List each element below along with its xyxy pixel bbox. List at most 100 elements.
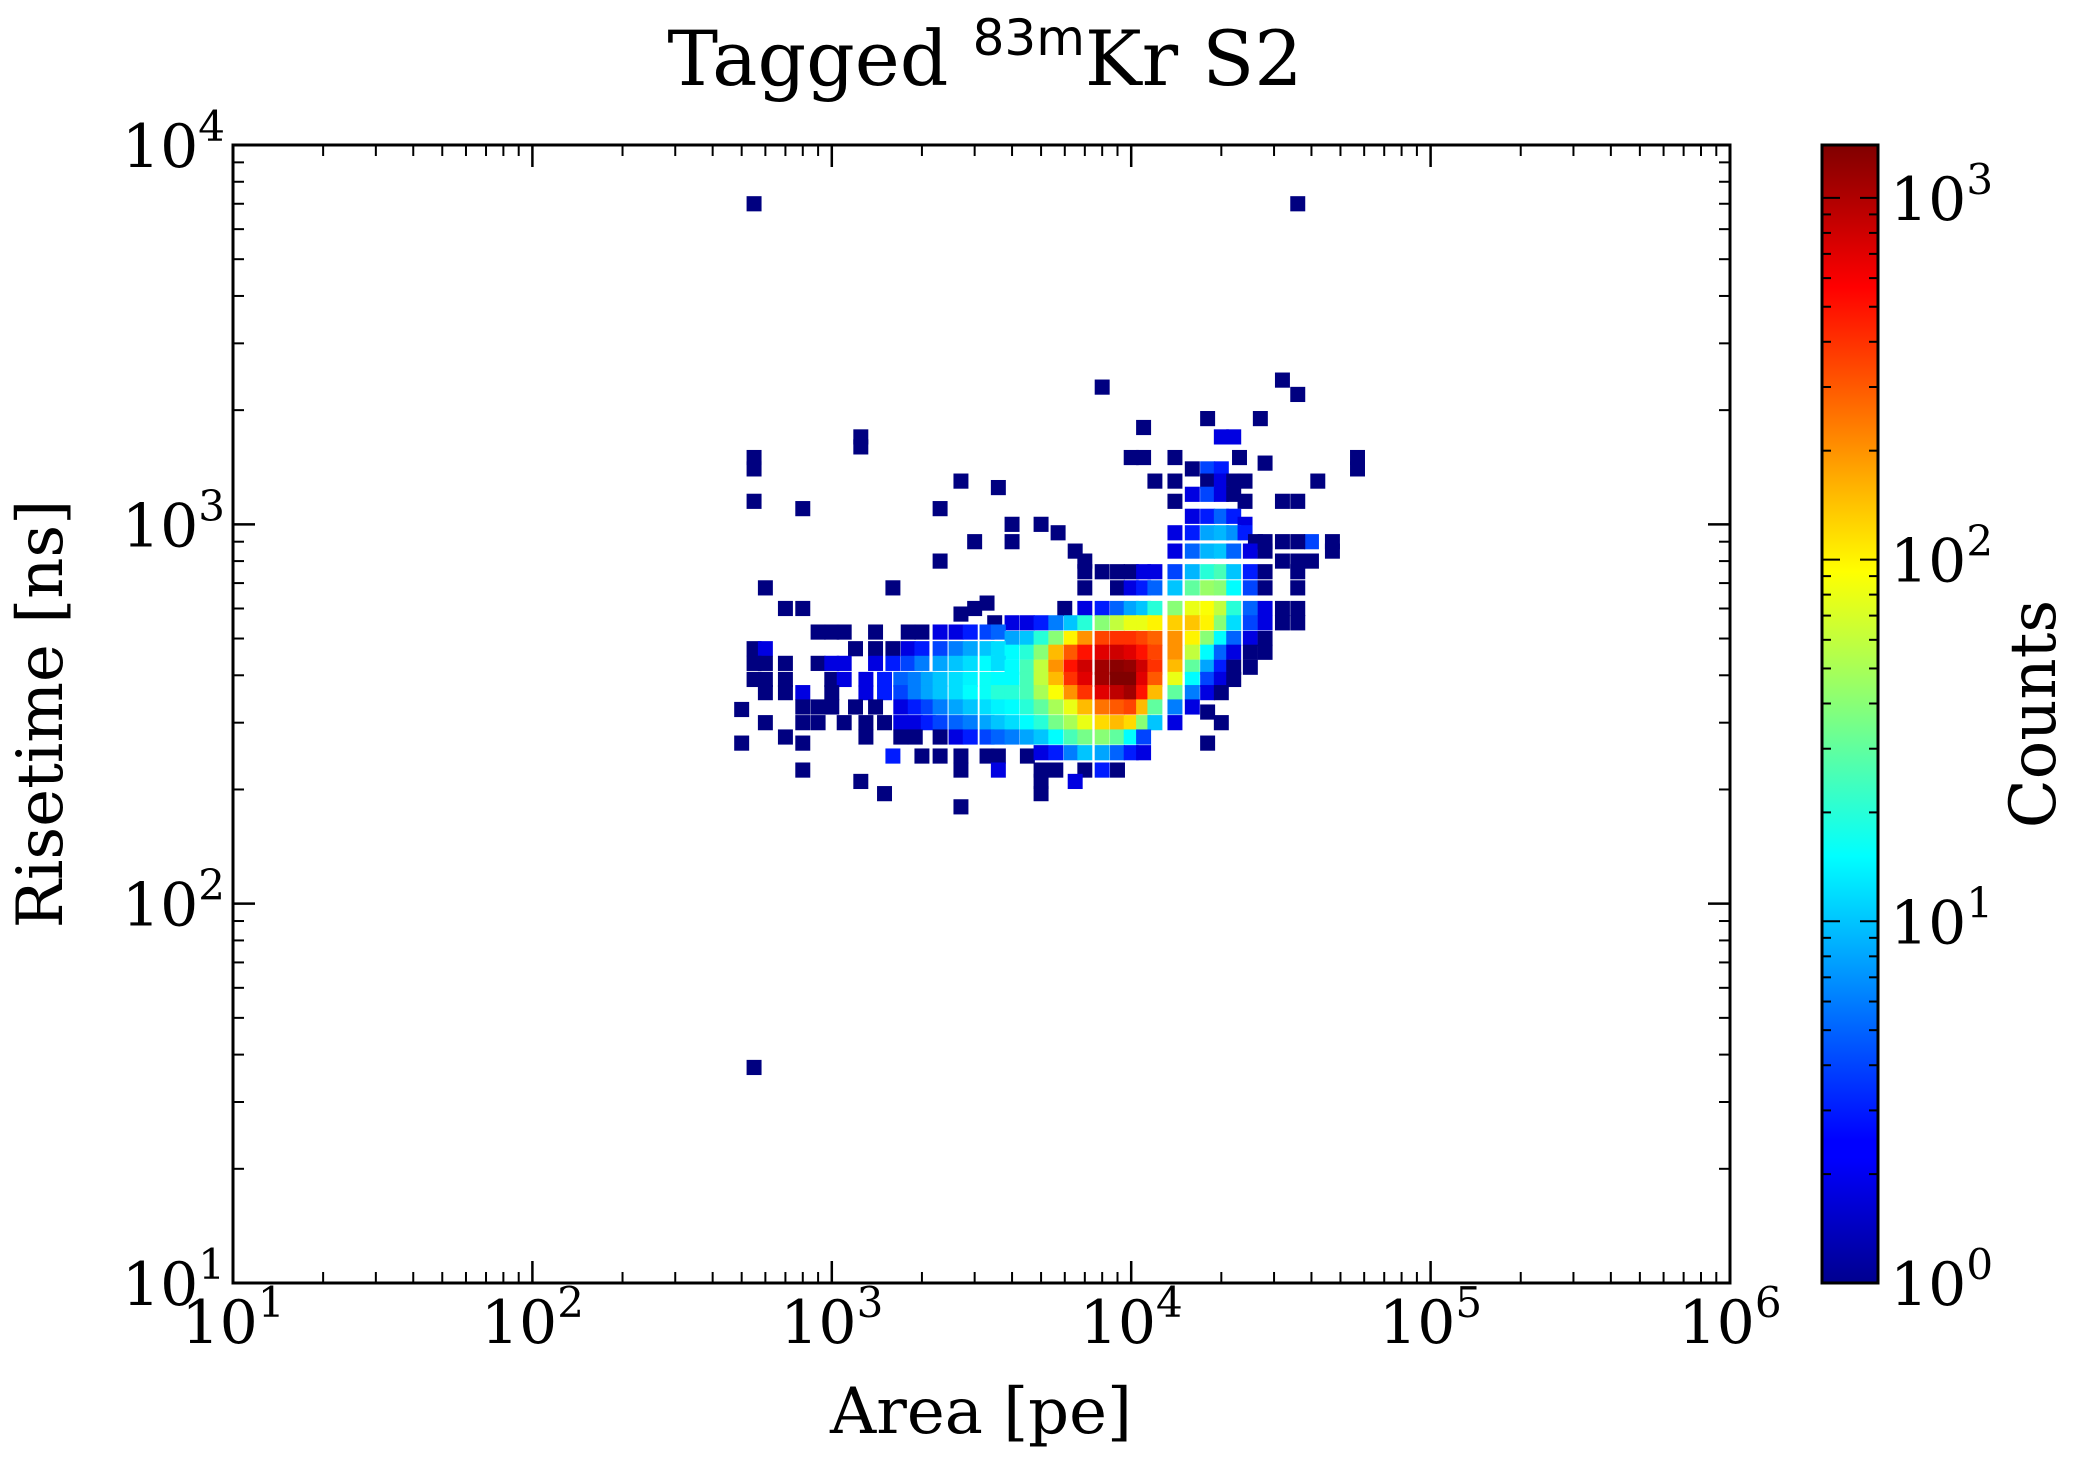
heatmap-bin	[1063, 685, 1079, 701]
heatmap-bin	[1033, 659, 1049, 675]
heatmap-bin	[746, 1059, 762, 1076]
heatmap-bin	[990, 715, 1006, 731]
heatmap-bin	[848, 641, 863, 657]
heatmap-bin	[907, 729, 923, 745]
heatmap-bin	[1123, 659, 1139, 675]
heatmap-bin	[1110, 729, 1125, 745]
heatmap-bin	[1094, 644, 1110, 660]
heatmap-bin	[1167, 630, 1183, 647]
heatmap-bins	[734, 196, 1365, 1076]
heatmap-bin	[1094, 745, 1110, 761]
heatmap-bin	[1147, 630, 1163, 647]
heatmap-bin	[1274, 615, 1290, 631]
heatmap-bin	[948, 655, 964, 671]
heatmap-bin	[1147, 615, 1163, 631]
heatmap-bin	[1167, 525, 1183, 541]
heatmap-bin	[1184, 659, 1200, 675]
heatmap-bin	[990, 685, 1006, 701]
heatmap-bin	[1004, 699, 1020, 715]
heatmap-bin	[1200, 659, 1216, 675]
heatmap-bin	[1123, 600, 1139, 617]
heatmap-bin	[1226, 564, 1242, 580]
heatmap-bin	[1257, 564, 1273, 580]
heatmap-bin	[1213, 580, 1229, 596]
heatmap-bin	[1048, 715, 1064, 731]
heatmap-bin	[777, 729, 793, 745]
heatmap-bin	[1004, 715, 1020, 731]
heatmap-bin	[885, 641, 901, 657]
heatmap-bin	[1226, 659, 1242, 675]
heatmap-bin	[1063, 615, 1079, 631]
heatmap-bin	[1226, 543, 1242, 559]
heatmap-bin	[1147, 644, 1163, 660]
heatmap-bin	[1167, 715, 1183, 731]
heatmap-bin	[1123, 580, 1139, 596]
heatmap-bin	[990, 671, 1006, 688]
heatmap-bin	[1136, 699, 1152, 715]
heatmap-bin	[1147, 671, 1163, 688]
heatmap-bin	[990, 624, 1006, 640]
heatmap-bin	[1094, 729, 1110, 745]
heatmap-bin	[1063, 671, 1079, 688]
heatmap-bin	[962, 685, 978, 701]
heatmap-bin	[1226, 644, 1242, 660]
heatmap-bin	[795, 699, 811, 715]
heatmap-bin	[1123, 630, 1139, 647]
heatmap-bin	[1110, 644, 1125, 660]
x-tick-labels: 101 102 103 104 105 106	[181, 1278, 1781, 1358]
heatmap-bin	[1167, 699, 1183, 715]
heatmap-bin	[1147, 715, 1163, 731]
heatmap-bin	[1200, 600, 1216, 617]
heatmap-bin	[1167, 473, 1183, 489]
heatmap-bin	[948, 699, 964, 715]
heatmap-bin	[953, 762, 969, 778]
heatmap-bin	[990, 748, 1006, 764]
heatmap-bin	[746, 655, 762, 671]
heatmap-bin	[1147, 659, 1163, 675]
y-tick-label: 101	[122, 1240, 225, 1320]
heatmap-bin	[1200, 580, 1216, 596]
heatmap-bin	[1290, 386, 1306, 403]
heatmap-bin	[1004, 516, 1020, 532]
heatmap-bin	[1167, 449, 1183, 466]
heatmap-bin	[1184, 564, 1200, 580]
heatmap-bin	[1110, 762, 1125, 778]
colorbar-ticks: 100 101 102 103	[1822, 155, 1993, 1320]
heatmap-bin	[1226, 429, 1242, 445]
heatmap-bin	[1200, 473, 1216, 489]
heatmap-bin	[1290, 493, 1306, 509]
heatmap-bin	[858, 715, 874, 731]
heatmap-bin	[1110, 745, 1125, 761]
heatmap-bin	[1213, 715, 1229, 731]
heatmap-bin	[1242, 564, 1258, 580]
heatmap-bin	[1167, 659, 1183, 675]
heatmap-bin	[1063, 630, 1079, 647]
heatmap-bin	[1184, 543, 1200, 559]
heatmap-bin	[1077, 685, 1093, 701]
heatmap-bin	[1123, 644, 1139, 660]
heatmap-bin	[1242, 615, 1258, 631]
heatmap-bin	[1274, 600, 1290, 617]
heatmap-bin	[932, 641, 948, 657]
heatmap-bin	[1048, 762, 1064, 778]
colorbar	[1820, 143, 1880, 1285]
heatmap-bin	[1213, 543, 1229, 559]
heatmap-bin	[1226, 600, 1242, 617]
heatmap-bin	[1136, 630, 1152, 647]
heatmap-bin	[948, 685, 964, 701]
heatmap-bin	[1048, 659, 1064, 675]
heatmap-bin	[810, 624, 826, 640]
heatmap-bin	[962, 624, 978, 640]
heatmap-bin	[907, 685, 923, 701]
heatmap-bin	[1033, 786, 1049, 802]
heatmap-bin	[932, 624, 948, 640]
heatmap-bin	[1094, 671, 1110, 688]
heatmap-bin	[1226, 525, 1242, 541]
x-tick-label: 103	[780, 1278, 883, 1358]
heatmap-bin	[914, 641, 930, 657]
heatmap-bin	[1004, 685, 1020, 701]
heatmap-bin	[1033, 699, 1049, 715]
heatmap-bin	[1123, 699, 1139, 715]
heatmap-bin	[893, 729, 909, 745]
heatmap-bin	[1213, 644, 1229, 660]
